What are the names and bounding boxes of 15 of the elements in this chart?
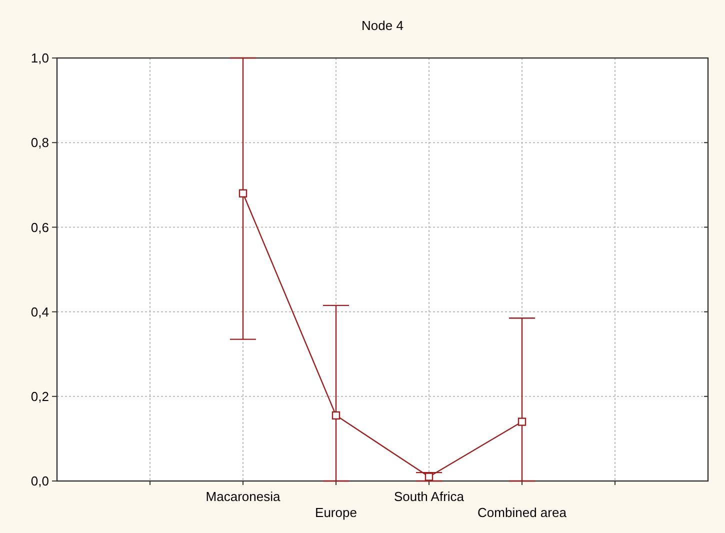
point: [332, 411, 340, 420]
chart-title: Node 4: [362, 18, 404, 33]
point: [518, 418, 526, 426]
x-tick-label: Europe: [315, 505, 357, 520]
y-tick-label: 0,2: [30, 388, 49, 404]
point: [238, 189, 248, 198]
x-tick-label: Macaronesia: [206, 489, 281, 504]
point: [424, 472, 434, 481]
y-tick-label: 0,4: [30, 304, 49, 320]
y-tick-label: 0,0: [30, 474, 49, 489]
y-tick-label: 0,8: [30, 135, 49, 150]
x-tick-label: Combined area: [478, 505, 568, 520]
y-tick-label: 1,0: [30, 50, 49, 66]
x-tick-label: South Africa: [394, 489, 465, 504]
y-tick-label: 0,6: [30, 220, 49, 235]
